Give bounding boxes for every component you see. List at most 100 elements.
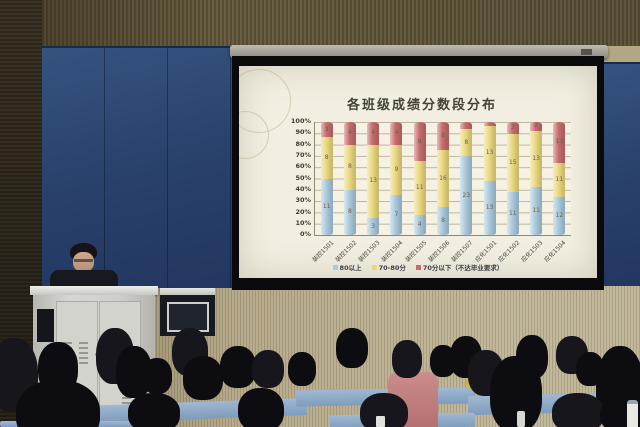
- stacked-bar: 12 11 13: [553, 122, 566, 235]
- bar-segment: 3: [506, 122, 519, 134]
- stacked-bar: 11 8 3: [320, 122, 333, 235]
- segment-value-label: 4: [394, 129, 399, 137]
- bar-segment: 8: [437, 206, 449, 235]
- legend-swatch: [415, 264, 421, 270]
- cabinet-inner-frame: [167, 302, 209, 332]
- y-tick: 80%: [295, 139, 311, 148]
- legend-swatch: [332, 264, 338, 270]
- legend-swatch: [371, 264, 377, 270]
- stacked-bar: 3 13 4: [367, 122, 380, 235]
- segment-value-label: 12: [555, 212, 564, 220]
- segment-value-label: 13: [485, 203, 494, 211]
- bar-segment: [483, 122, 496, 127]
- podium-top: [30, 286, 158, 295]
- stacked-bar: 8 16 8: [437, 122, 449, 235]
- bar-segment: 11: [320, 178, 333, 235]
- water-bottle: [627, 400, 638, 427]
- water-bottle: [517, 411, 525, 427]
- segment-value-label: 8: [464, 138, 469, 146]
- audience-head: [252, 350, 284, 388]
- audience-head: [38, 342, 78, 394]
- stacked-bar: 11 15 3: [506, 122, 519, 235]
- audience-head: [183, 356, 223, 400]
- segment-value-label: 3: [371, 222, 376, 230]
- bar-segment: 13: [530, 130, 543, 188]
- stacked-bar: 8 8 4: [343, 122, 356, 235]
- y-tick: 30%: [295, 196, 311, 205]
- stacked-bar: 23 8: [460, 122, 473, 235]
- audience-head: [128, 393, 180, 427]
- bar-segment: 8: [343, 189, 356, 235]
- segment-value-label: 8: [441, 132, 445, 140]
- y-tick: 40%: [295, 185, 311, 194]
- bar-segment: 8: [437, 122, 449, 151]
- bar-segment: 23: [460, 156, 473, 235]
- segment-value-label: 11: [322, 202, 331, 210]
- bar-segment: 4: [367, 122, 380, 145]
- y-tick: 90%: [295, 128, 311, 137]
- audience-head: [288, 352, 316, 386]
- projection-screen: 各班级成绩分数段分布 100% 90% 80% 70% 60% 50% 40% 30% 20% 1…: [232, 56, 604, 290]
- screen-roller-casing: [230, 45, 608, 58]
- bar-segment: 3: [367, 218, 380, 235]
- bar-segment: 11: [530, 187, 543, 235]
- bar-segment: 4: [390, 122, 403, 145]
- audience-head: [142, 358, 172, 394]
- podium-side-opening: [37, 309, 54, 342]
- bar-segment: [460, 122, 473, 129]
- bar-segment: 11: [553, 162, 566, 198]
- legend-label: 80以上: [339, 264, 362, 272]
- y-tick: 20%: [295, 207, 311, 216]
- bar-segment: 2: [530, 122, 543, 131]
- segment-value-label: 8: [347, 208, 352, 216]
- plot-area: 11 8 3 8 8 4 3 13 4 7 9 4 4 11 8 8 16 8 23 8 13 13 11 15 3 11 13 2 1…: [314, 122, 571, 236]
- segment-value-label: 9: [394, 166, 399, 174]
- segment-value-label: 8: [324, 153, 329, 161]
- bar-segment: 13: [367, 144, 380, 219]
- segment-value-label: 16: [439, 174, 447, 182]
- y-axis-ticks: 100% 90% 80% 70% 60% 50% 40% 30% 20% 10% 0%: [267, 118, 311, 238]
- stacked-bar: 11 13 2: [530, 122, 543, 235]
- bar-segment: 4: [413, 215, 426, 235]
- segment-value-label: 8: [347, 163, 352, 171]
- chart-legend: 80以上 70-80分 70分以下（不达毕业要求）: [239, 262, 597, 272]
- segment-value-label: 4: [347, 129, 352, 137]
- bar-segment: 8: [460, 128, 473, 157]
- y-tick: 0%: [299, 230, 311, 239]
- chart-title: 各班级成绩分数段分布: [346, 98, 497, 113]
- bar-segment: 11: [506, 192, 519, 235]
- legend-label: 70分以下（不达毕业要求）: [422, 264, 504, 272]
- bar-segment: 11: [413, 161, 426, 216]
- segment-value-label: 23: [462, 191, 471, 199]
- segment-value-label: 3: [510, 123, 515, 131]
- stacked-bar: 13 13: [483, 122, 496, 235]
- bar-segment: 9: [390, 144, 403, 196]
- segment-value-label: 11: [555, 176, 564, 184]
- y-tick: 70%: [295, 151, 311, 160]
- presenter-face: [73, 252, 94, 272]
- legend-item: 80以上: [332, 262, 362, 272]
- audience-head: [516, 335, 548, 379]
- segment-value-label: 8: [417, 137, 422, 145]
- segment-value-label: 11: [532, 207, 540, 215]
- segment-value-label: 7: [394, 211, 399, 219]
- bar-segment: 12: [553, 197, 566, 235]
- audience-head: [552, 393, 604, 427]
- segment-value-label: 13: [532, 154, 540, 162]
- segment-value-label: 11: [508, 209, 517, 217]
- blue-acoustic-panel-right: [604, 62, 640, 286]
- bar-segment: 8: [413, 122, 426, 162]
- bar-segment: 3: [320, 122, 333, 138]
- segment-value-label: 13: [555, 138, 564, 146]
- segment-value-label: 4: [371, 129, 376, 137]
- legend-label: 70-80分: [378, 264, 406, 272]
- bar-segment: 13: [483, 180, 496, 235]
- bar-segment: 4: [343, 122, 356, 145]
- white-cup: [376, 416, 385, 427]
- y-tick: 100%: [290, 117, 311, 125]
- audience-head: [238, 388, 284, 427]
- y-tick: 50%: [295, 173, 311, 182]
- audience-head: [336, 328, 368, 368]
- upper-wood-slat-band: [0, 0, 640, 46]
- segment-value-label: 3: [324, 125, 329, 133]
